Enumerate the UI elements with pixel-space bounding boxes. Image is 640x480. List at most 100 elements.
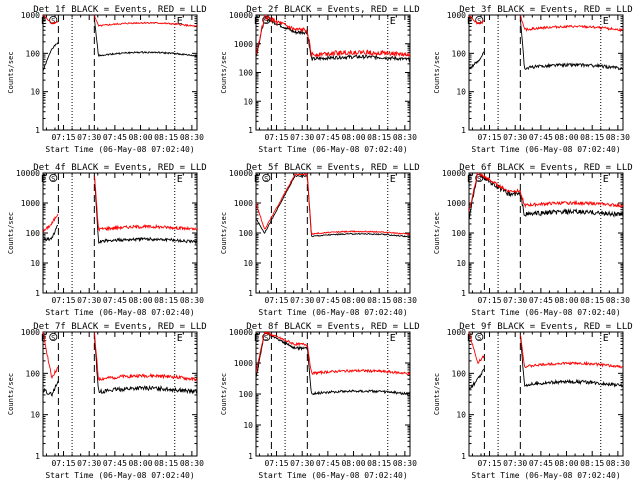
marker-label: E [41,174,47,185]
plot-frame [42,172,198,294]
lld-series-line [256,173,410,236]
x-tick-label: 08:30 [180,459,204,468]
events-series-line [256,332,410,397]
x-axis-label: Start Time (06-May-08 07:02:40) [258,471,407,480]
x-tick-label: 07:45 [316,133,340,142]
x-tick-label: 07:30 [290,133,314,142]
events-series-line [256,16,410,62]
marker-label: S [51,175,55,183]
y-tick-label: 10 [456,259,466,268]
y-tick-label: 100 [26,369,41,378]
x-tick-label: 07:45 [103,459,127,468]
y-tick-label: 10 [30,259,40,268]
chart-panel-9: Det 9f BLACK = Events, RED = LLD Counts/s… [433,322,633,480]
x-tick-label: 07:45 [103,296,127,305]
y-tick-label: 100 [26,229,41,238]
y-tick-label: 1000 [234,359,253,368]
x-tick-label: 08:30 [393,459,417,468]
marker-label: E [41,333,47,344]
y-tick-label: 100 [239,69,254,78]
chart-title: Det 3f BLACK = Events, RED = LLD [459,5,632,15]
x-tick-label: 08:30 [606,459,630,468]
x-tick-label: 07:15 [477,459,501,468]
y-tick-label: 1000 [447,199,466,208]
lld-series-line [43,332,59,379]
marker-label: S [264,175,268,183]
y-axis-label: Counts/sec [220,373,228,415]
marker-label: S [477,334,481,342]
x-tick-label: 07:30 [503,459,527,468]
x-tick-label: 08:00 [554,296,578,305]
marker-label: E [390,333,396,344]
chart-title: Det 7f BLACK = Events, RED = LLD [33,322,206,332]
y-tick-label: 1000 [234,199,253,208]
x-tick-label: 08:15 [580,296,604,305]
lld-series-line [43,15,59,25]
marker-label: S [51,17,55,25]
events-series-line [520,20,623,71]
x-tick-label: 07:30 [290,296,314,305]
y-axis-label: Counts/sec [433,212,441,254]
chart-panel-3: Det 3f BLACK = Events, RED = LLD Counts/s… [433,5,633,154]
x-tick-label: 07:30 [503,296,527,305]
x-tick-label: 08:00 [128,459,152,468]
chart-title: Det 6f BLACK = Events, RED = LLD [459,163,632,173]
chart-title: Det 4f BLACK = Events, RED = LLD [33,163,206,173]
marker-circle [49,332,58,341]
y-tick-label: 1000 [21,199,40,208]
x-tick-label: 08:00 [341,133,365,142]
marker-label: E [254,174,260,185]
y-tick-label: 10 [243,259,253,268]
y-tick-label: 10 [456,88,466,97]
marker-label: S [264,17,268,25]
chart-panel-6: Det 6f BLACK = Events, RED = LLD Counts/s… [433,163,633,317]
chart-title: Det 2f BLACK = Events, RED = LLD [246,5,419,15]
lld-series-line [469,15,485,25]
events-series-line [43,380,59,398]
x-tick-label: 07:15 [264,296,288,305]
x-tick-label: 08:15 [367,296,391,305]
x-tick-label: 08:30 [180,133,204,142]
x-tick-label: 08:00 [341,296,365,305]
y-tick-label: 1 [248,289,253,298]
events-series-line [520,336,623,388]
plot-frame [468,331,624,457]
chart-title: Det 8f BLACK = Events, RED = LLD [246,322,419,332]
events-series-line [469,173,623,220]
chart-panel-8: Det 8f BLACK = Events, RED = LLD Counts/s… [220,322,420,480]
y-axis-label: Counts/sec [220,212,228,254]
x-tick-label: 07:15 [264,459,288,468]
x-axis-label: Start Time (06-May-08 07:02:40) [258,145,407,154]
y-tick-label: 10000 [16,169,40,178]
marker-label: S [264,334,268,342]
x-tick-label: 08:30 [606,133,630,142]
chart-panel-4: Det 4f BLACK = Events, RED = LLD Counts/s… [7,163,207,317]
lld-series-line [469,332,485,365]
chart-title: Det 5f BLACK = Events, RED = LLD [246,163,419,173]
x-tick-label: 07:30 [77,133,101,142]
marker-label: S [477,17,481,25]
x-tick-label: 07:45 [103,133,127,142]
x-tick-label: 08:30 [606,296,630,305]
y-tick-label: 100 [239,390,254,399]
y-tick-label: 10000 [229,11,253,20]
x-tick-label: 07:15 [51,459,75,468]
x-tick-label: 07:30 [77,296,101,305]
x-tick-label: 08:15 [367,459,391,468]
y-tick-label: 1000 [21,11,40,20]
lld-series-line [469,173,623,212]
x-tick-label: 07:30 [77,459,101,468]
y-tick-label: 10 [30,411,40,420]
chart-panel-1: Det 1f BLACK = Events, RED = LLD Counts/s… [7,5,207,154]
x-tick-label: 08:00 [128,133,152,142]
y-tick-label: 1000 [447,11,466,20]
plot-frame [468,172,624,294]
marker-label: E [177,174,183,185]
y-tick-label: 1000 [447,328,466,337]
y-tick-label: 100 [26,49,41,58]
y-tick-label: 1 [35,289,40,298]
y-tick-label: 10000 [229,169,253,178]
x-tick-label: 08:00 [554,133,578,142]
events-series-line [94,19,197,57]
y-tick-label: 10000 [229,328,253,337]
